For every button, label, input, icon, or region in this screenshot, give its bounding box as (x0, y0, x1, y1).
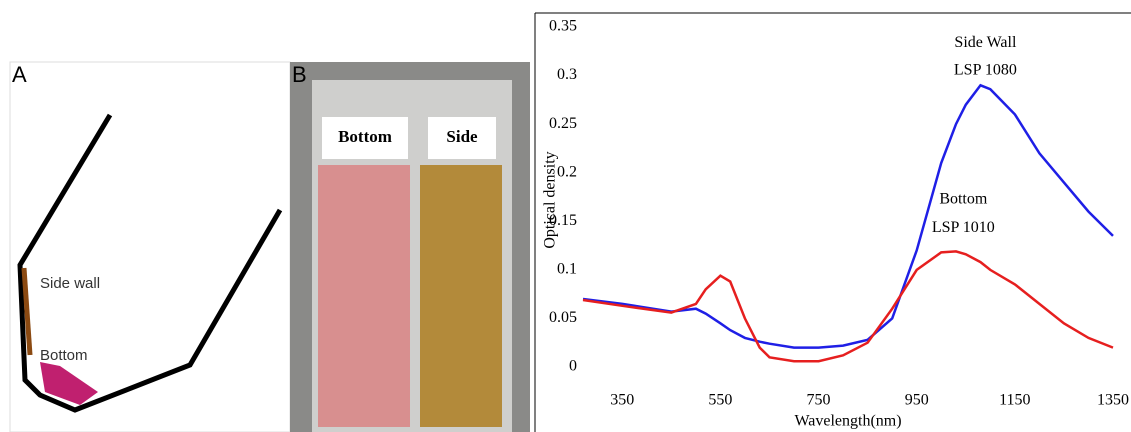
chart: Optical density Wavelength(nm) 0 0.05 0.1 0… (534, 12, 1131, 432)
series-line (582, 250, 1114, 363)
x-tick-label: 750 (807, 392, 831, 409)
x-tick-label: 950 (905, 392, 929, 409)
bottom-label: Bottom (40, 347, 88, 364)
y-tick-label: 0.05 (549, 309, 577, 326)
annotation: Side Wall (954, 34, 1017, 51)
panel-b: Bottom Side B (290, 62, 530, 432)
label-box (322, 117, 408, 159)
x-axis-label: Wavelength(nm) (794, 413, 901, 430)
y-tick-label: 0.2 (557, 163, 577, 180)
x-tick-label: 350 (610, 392, 634, 409)
x-tick-label: 1150 (999, 392, 1030, 409)
y-tick-label: 0.3 (557, 66, 577, 83)
series-line (582, 83, 1114, 349)
side-label: Side wall (40, 275, 100, 292)
y-tick-label: 0.15 (549, 212, 577, 229)
y-axis-label: Optical density (542, 151, 559, 248)
annotation: LSP 1010 (932, 219, 995, 236)
y-tick-label: 0.35 (549, 18, 577, 35)
cuvette-label: Bottom (338, 127, 392, 146)
side-wall-deposit (21, 267, 33, 356)
panel-letter: A (12, 62, 27, 87)
cuvette-pink (318, 165, 410, 427)
annotation: Bottom (939, 191, 988, 208)
x-tick-label: 550 (708, 392, 732, 409)
label-box (428, 117, 496, 159)
panel-a: A Side wall Bottom (9, 61, 291, 432)
y-tick-label: 0.1 (557, 261, 577, 278)
vessel-outline (17, 113, 283, 413)
y-tick-label: 0 (569, 358, 577, 375)
panel-letter: B (292, 62, 307, 87)
y-tick-label: 0.25 (549, 115, 577, 132)
cuvette-gold (420, 165, 502, 427)
bottom-deposit (40, 362, 98, 405)
annotation: LSP 1080 (954, 61, 1017, 78)
cuvette-label: Side (446, 127, 478, 146)
x-tick-label: 1350 (1097, 392, 1129, 409)
